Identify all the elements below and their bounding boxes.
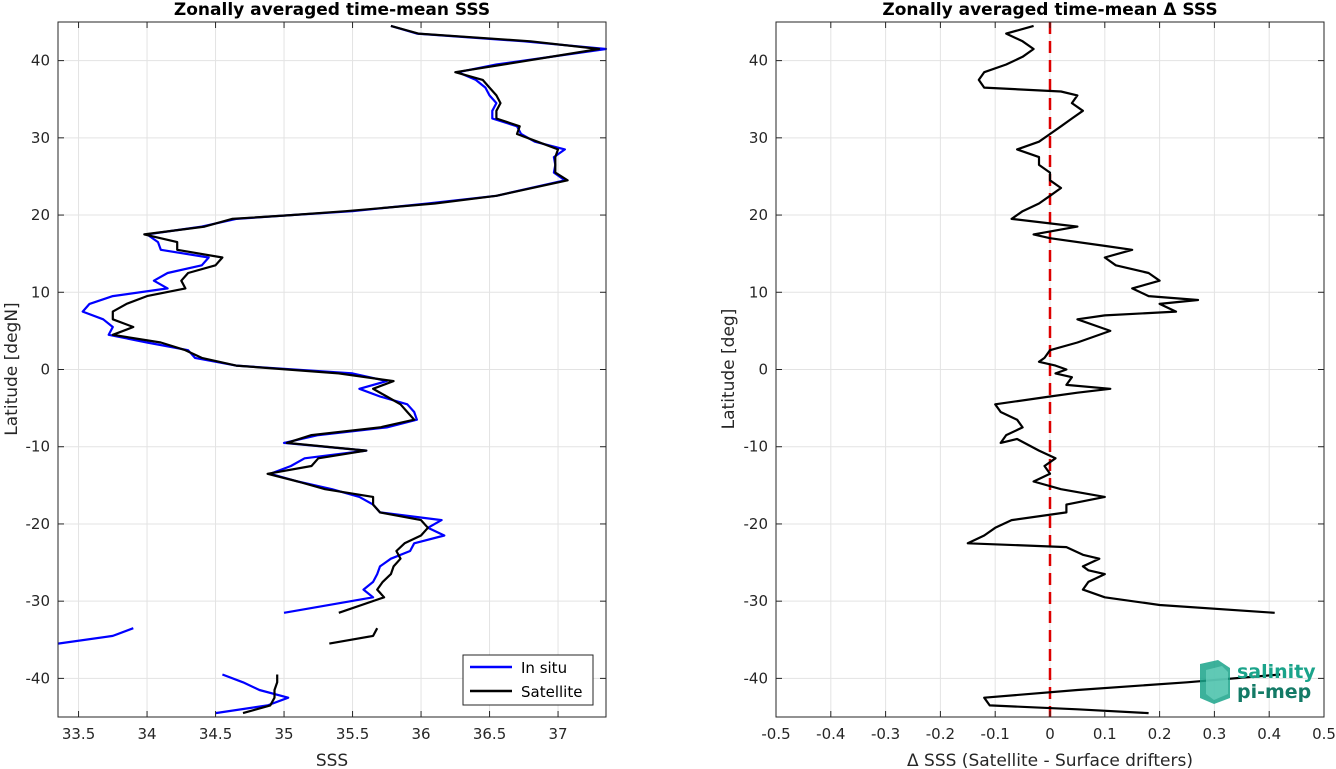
- legend-in-situ-label: In situ: [521, 659, 567, 677]
- sss-x-axis-label: SSS: [316, 751, 348, 769]
- delta-sss-x-tick-label: 0.5: [1312, 725, 1336, 743]
- sss-series-satellite-line: [242, 674, 279, 715]
- delta-sss-y-axis-label: Latitude [deg]: [719, 309, 739, 430]
- legend: In situ Satellite: [462, 654, 594, 706]
- sss-y-tick-label: 40: [31, 52, 50, 70]
- sss-y-tick-label: -30: [26, 592, 51, 610]
- sss-x-tick-label: 37: [549, 725, 568, 743]
- sss-panel: 33.5 34 34.5 35 35.5 36 36.5 37 -40 -30 -20 -10 0 10 2…: [2, 0, 608, 769]
- delta-sss-y-tick-label: 40: [749, 52, 768, 70]
- delta-sss-y-tick-label: -30: [744, 592, 769, 610]
- sss-x-tick-label: 34: [138, 725, 157, 743]
- delta-sss-x-tick-label: 0: [1045, 725, 1055, 743]
- sss-title: Zonally averaged time-mean SSS: [174, 0, 490, 20]
- sss-x-tick-label: 35: [275, 725, 294, 743]
- delta-sss-x-tick-label: 0.3: [1202, 725, 1226, 743]
- delta-sss-series-delta-line: [983, 673, 1281, 715]
- delta-sss-y-tick-label: -10: [744, 438, 769, 456]
- delta-sss-x-axis-label: Δ SSS (Satellite - Surface drifters): [907, 751, 1193, 769]
- sss-y-axis-label: Latitude [degN]: [2, 302, 22, 435]
- sss-ticks: 33.5 34 34.5 35 35.5 36 36.5 37 -40 -30 -20 -10 0 10 2…: [26, 22, 606, 743]
- sss-y-tick-label: 30: [31, 129, 50, 147]
- logo-text-pi-mep: pi-mep: [1237, 681, 1311, 703]
- sss-grid: [58, 22, 606, 717]
- delta-sss-x-tick-label: 0.2: [1148, 725, 1172, 743]
- sss-series-in-situ-line: [57, 627, 134, 645]
- sss-x-tick-label: 33.5: [62, 725, 95, 743]
- sss-y-tick-label: -20: [26, 515, 51, 533]
- sss-x-tick-label: 34.5: [199, 725, 232, 743]
- delta-sss-x-tick-label: -0.2: [926, 725, 955, 743]
- legend-satellite-label: Satellite: [521, 683, 582, 701]
- sss-x-tick-label: 36.5: [473, 725, 506, 743]
- delta-sss-y-tick-label: 30: [749, 129, 768, 147]
- sss-y-tick-label: 0: [40, 361, 50, 379]
- logo-text-salinity: salinity: [1237, 661, 1316, 683]
- delta-sss-y-tick-label: 20: [749, 206, 768, 224]
- delta-sss-y-tick-label: -20: [744, 515, 769, 533]
- delta-sss-x-tick-label: -0.4: [816, 725, 845, 743]
- delta-sss-series-delta-line: [966, 24, 1275, 614]
- salinity-pi-mep-logo: salinity pi-mep: [1200, 660, 1316, 704]
- delta-sss-y-tick-label: -40: [744, 669, 769, 687]
- delta-sss-x-tick-label: -0.1: [981, 725, 1010, 743]
- delta-sss-x-tick-label: 0.4: [1257, 725, 1281, 743]
- sss-y-tick-label: -40: [26, 669, 51, 687]
- sss-lines: [57, 24, 608, 715]
- delta-sss-y-tick-label: 0: [758, 361, 768, 379]
- sss-y-tick-label: 20: [31, 206, 50, 224]
- sss-series-satellite-line: [329, 627, 379, 645]
- legend-box: [462, 654, 594, 706]
- sss-y-tick-label: -10: [26, 438, 51, 456]
- delta-sss-y-tick-label: 10: [749, 283, 768, 301]
- delta-sss-panel: -0.5 -0.4 -0.3 -0.2 -0.1 0 0.1 0.2 0.3 0.4 0.5 -40 -…: [719, 0, 1336, 769]
- logo-mark-highlight-icon: [1206, 666, 1228, 700]
- delta-sss-ticks: -0.5 -0.4 -0.3 -0.2 -0.1 0 0.1 0.2 0.3 0.4 0.5 -40 -…: [744, 22, 1336, 743]
- sss-x-tick-label: 35.5: [336, 725, 369, 743]
- delta-sss-x-tick-label: 0.1: [1093, 725, 1117, 743]
- delta-sss-x-tick-label: -0.5: [761, 725, 790, 743]
- delta-sss-x-tick-label: -0.3: [871, 725, 900, 743]
- delta-sss-title: Zonally averaged time-mean Δ SSS: [882, 0, 1217, 20]
- sss-y-tick-label: 10: [31, 283, 50, 301]
- delta-sss-lines: [966, 24, 1281, 715]
- sss-x-tick-label: 36: [412, 725, 431, 743]
- sss-series-satellite-line: [111, 24, 601, 614]
